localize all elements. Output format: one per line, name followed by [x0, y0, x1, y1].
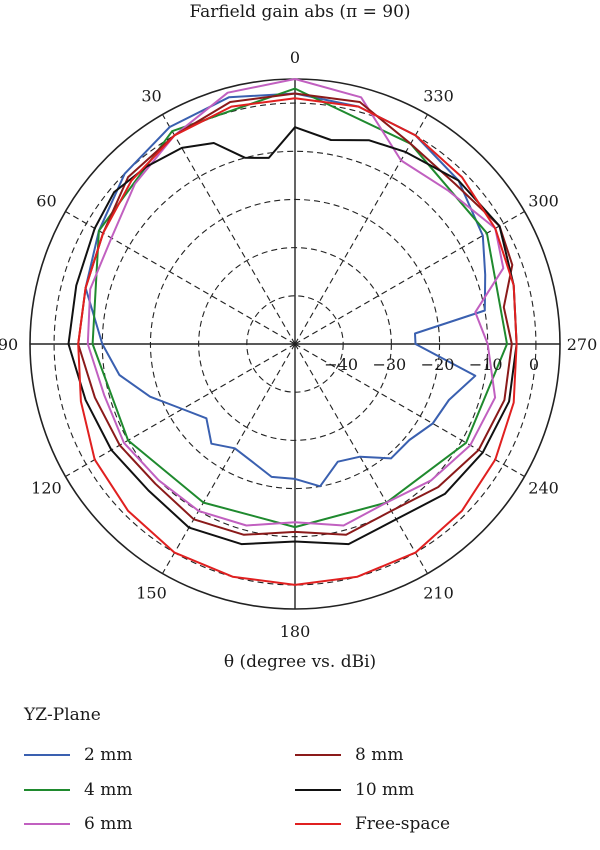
- radial-tick-0: 0: [529, 355, 539, 374]
- spoke-150: [162, 343, 296, 574]
- spoke-30: [162, 114, 296, 345]
- tick-labels: 0 30 60 90 120 150 180 210 240 270 300 330 −40 −30 −20…: [0, 48, 597, 641]
- series-line-0: [84, 92, 487, 488]
- spoke-330: [294, 114, 428, 345]
- legend-label: Free-space: [355, 814, 451, 834]
- angle-tick-150: 150: [136, 584, 167, 603]
- radial-tick--30: −30: [372, 355, 406, 374]
- legend-item: 2 mm: [24, 744, 132, 766]
- angle-tick-330: 330: [423, 86, 454, 105]
- series-line-4: [67, 126, 518, 546]
- legend-swatch: [295, 789, 341, 791]
- legend-item: 10 mm: [295, 779, 414, 801]
- axis-title: θ (degree vs. dBi): [223, 652, 377, 672]
- legend-swatch: [295, 754, 341, 756]
- series-line-1: [91, 87, 508, 529]
- legend-item: 4 mm: [24, 779, 132, 801]
- legend-label: 4 mm: [84, 780, 133, 800]
- legend-title: YZ-Plane: [24, 705, 101, 725]
- radial-tick--40: −40: [324, 355, 358, 374]
- angle-tick-210: 210: [423, 584, 454, 603]
- angle-tick-60: 60: [36, 192, 56, 211]
- legend-swatch: [295, 823, 341, 825]
- radial-tick--10: −10: [469, 355, 503, 374]
- spoke-240: [294, 343, 525, 477]
- angle-tick-0: 0: [290, 48, 300, 67]
- angle-tick-240: 240: [528, 479, 559, 498]
- series-layer: [67, 78, 518, 586]
- angle-tick-300: 300: [528, 192, 559, 211]
- angle-tick-30: 30: [141, 86, 161, 105]
- polar-grid: [29, 78, 561, 610]
- legend-label: 2 mm: [84, 745, 133, 765]
- legend-swatch: [24, 789, 70, 791]
- legend-label: 6 mm: [84, 814, 133, 834]
- chart-title: Farfield gain abs (π = 90): [189, 2, 411, 22]
- spoke-60: [65, 211, 296, 345]
- legend-label: 10 mm: [355, 780, 415, 800]
- spoke-210: [294, 343, 428, 574]
- spoke-120: [65, 343, 296, 477]
- angle-tick-270: 270: [567, 335, 598, 354]
- legend-swatch: [24, 823, 70, 825]
- angle-tick-120: 120: [31, 479, 62, 498]
- series-line-5: [77, 97, 518, 586]
- legend-item: Free-space: [295, 813, 450, 835]
- legend-item: 6 mm: [24, 813, 132, 835]
- spoke-300: [294, 211, 525, 345]
- angle-tick-90: 90: [0, 335, 18, 354]
- legend-label: 8 mm: [355, 745, 404, 765]
- radial-tick--20: −20: [421, 355, 455, 374]
- legend-item: 8 mm: [295, 744, 403, 766]
- angle-tick-180: 180: [280, 622, 311, 641]
- legend-swatch: [24, 754, 70, 756]
